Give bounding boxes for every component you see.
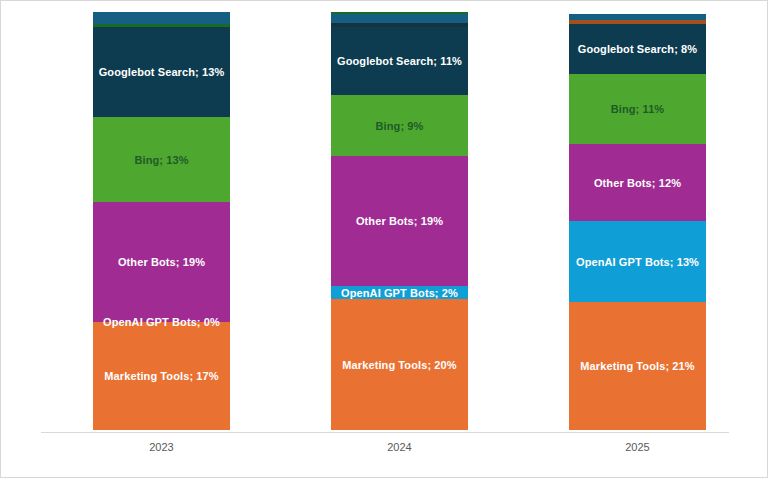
bar-segment-unlabeled-teal bbox=[93, 12, 230, 24]
data-label-other-bots: Other Bots; 12% bbox=[549, 177, 726, 189]
bar-segment-openai-gpt-bots: OpenAI GPT Bots; 2% bbox=[331, 286, 468, 299]
data-label-googlebot-search: Googlebot Search; 13% bbox=[73, 66, 250, 78]
x-axis-label-2023: 2023 bbox=[93, 441, 230, 453]
bar-2025: Googlebot Search; 8%Bing; 11%Other Bots;… bbox=[569, 14, 706, 430]
data-label-bing: Bing; 11% bbox=[549, 103, 726, 115]
bar-segment-marketing-tools: Marketing Tools; 20% bbox=[331, 299, 468, 430]
x-axis-label-2025: 2025 bbox=[569, 441, 706, 453]
bar-segment-googlebot-search: Googlebot Search; 8% bbox=[569, 24, 706, 74]
data-label-other-bots: Other Bots; 19% bbox=[311, 215, 488, 227]
data-label-marketing-tools: Marketing Tools; 20% bbox=[311, 359, 488, 371]
x-axis-label-2024: 2024 bbox=[331, 441, 468, 453]
x-axis-line bbox=[41, 432, 729, 433]
data-label-other-bots: Other Bots; 19% bbox=[73, 256, 250, 268]
data-label-marketing-tools: Marketing Tools; 17% bbox=[73, 370, 250, 382]
bar-segment-other-bots: Other Bots; 12% bbox=[569, 144, 706, 221]
bar-segment-other-bots: Other Bots; 19% bbox=[93, 202, 230, 322]
bar-segment-bing: Bing; 11% bbox=[569, 74, 706, 144]
bar-segment-bing: Bing; 9% bbox=[331, 95, 468, 156]
bar-segment-marketing-tools: Marketing Tools; 21% bbox=[569, 302, 706, 430]
bar-segment-other-bots: Other Bots; 19% bbox=[331, 156, 468, 286]
data-label-googlebot-search: Googlebot Search; 8% bbox=[549, 43, 726, 55]
data-label-openai-gpt-bots: OpenAI GPT Bots; 2% bbox=[311, 287, 488, 299]
bar-segment-marketing-tools: Marketing Tools; 17% bbox=[93, 322, 230, 430]
data-label-openai-gpt-bots: OpenAI GPT Bots; 13% bbox=[549, 256, 726, 268]
bar-segment-googlebot-search: Googlebot Search; 13% bbox=[93, 27, 230, 117]
data-label-bing: Bing; 9% bbox=[311, 120, 488, 132]
bar-segment-googlebot-search: Googlebot Search; 11% bbox=[331, 27, 468, 95]
bar-segment-unlabeled-teal bbox=[331, 14, 468, 23]
data-label-marketing-tools: Marketing Tools; 21% bbox=[549, 360, 726, 372]
data-label-googlebot-search: Googlebot Search; 11% bbox=[311, 55, 488, 67]
bar-segment-bing: Bing; 13% bbox=[93, 117, 230, 202]
bar-segment-openai-gpt-bots: OpenAI GPT Bots; 13% bbox=[569, 221, 706, 302]
stacked-bar-chart: Googlebot Search; 13%Bing; 13%Other Bots… bbox=[0, 0, 768, 478]
data-label-bing: Bing; 13% bbox=[73, 154, 250, 166]
bar-2024: Googlebot Search; 11%Bing; 9%Other Bots;… bbox=[331, 12, 468, 430]
bar-2023: Googlebot Search; 13%Bing; 13%Other Bots… bbox=[93, 12, 230, 430]
